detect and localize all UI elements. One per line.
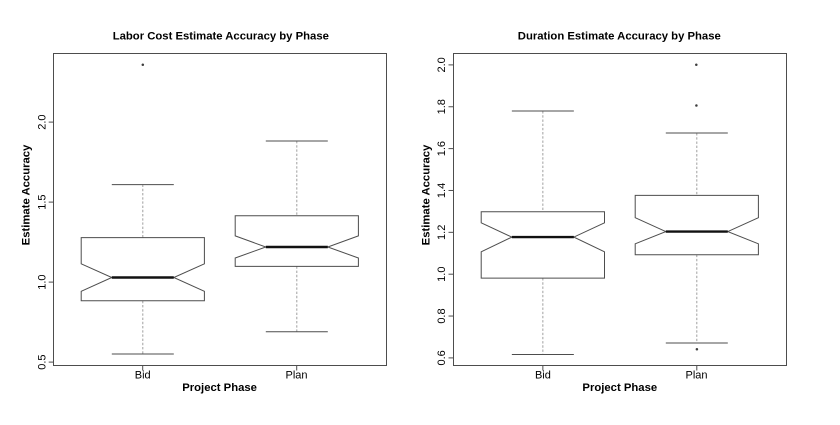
- svg-text:1.6: 1.6: [436, 141, 448, 156]
- svg-text:1.0: 1.0: [36, 274, 48, 289]
- svg-text:0.6: 0.6: [436, 350, 448, 365]
- svg-text:Estimate Accuracy: Estimate Accuracy: [21, 144, 33, 245]
- svg-text:Bid: Bid: [135, 369, 151, 381]
- svg-text:Bid: Bid: [535, 369, 551, 381]
- svg-text:1.8: 1.8: [436, 99, 448, 114]
- svg-text:2.0: 2.0: [36, 114, 48, 129]
- svg-text:2.0: 2.0: [436, 57, 448, 72]
- svg-text:Duration Estimate Accuracy by: Duration Estimate Accuracy by Phase: [518, 30, 721, 42]
- svg-text:Plan: Plan: [285, 369, 307, 381]
- svg-text:1.5: 1.5: [36, 194, 48, 209]
- svg-text:1.4: 1.4: [436, 183, 448, 198]
- svg-text:Project Phase: Project Phase: [182, 382, 257, 394]
- svg-text:0.5: 0.5: [36, 354, 48, 369]
- svg-text:Estimate Accuracy: Estimate Accuracy: [420, 144, 432, 245]
- svg-text:1.0: 1.0: [436, 267, 448, 282]
- svg-text:Plan: Plan: [685, 369, 707, 381]
- svg-text:Labor Cost Estimate Accuracy b: Labor Cost Estimate Accuracy by Phase: [113, 30, 329, 42]
- svg-text:1.2: 1.2: [436, 225, 448, 240]
- svg-text:0.8: 0.8: [436, 308, 448, 323]
- svg-text:Project Phase: Project Phase: [582, 382, 657, 394]
